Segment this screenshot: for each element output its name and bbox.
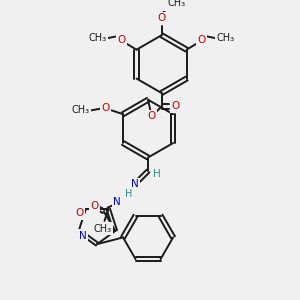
Text: O: O <box>90 201 98 211</box>
Text: CH₃: CH₃ <box>216 33 234 43</box>
Text: O: O <box>148 111 156 121</box>
Text: CH₃: CH₃ <box>168 0 186 8</box>
Text: CH₃: CH₃ <box>72 105 90 115</box>
Text: H: H <box>125 189 133 199</box>
Text: O: O <box>76 208 84 218</box>
Text: O: O <box>117 35 125 45</box>
Text: H: H <box>153 169 160 179</box>
Text: O: O <box>198 35 206 45</box>
Text: O: O <box>102 103 110 113</box>
Text: N: N <box>131 179 139 190</box>
Text: O: O <box>171 101 179 112</box>
Text: CH₃: CH₃ <box>89 33 107 43</box>
Text: N: N <box>79 231 86 241</box>
Text: O: O <box>158 13 166 23</box>
Text: N: N <box>113 197 121 207</box>
Text: CH₃: CH₃ <box>94 224 112 234</box>
